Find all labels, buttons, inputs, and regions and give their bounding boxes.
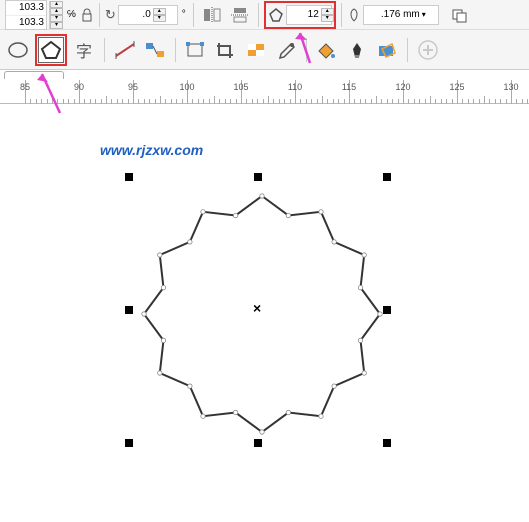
add-icon[interactable] [415, 37, 441, 63]
selection-handle[interactable] [383, 173, 391, 181]
divider [175, 38, 176, 62]
selection-handle[interactable] [383, 439, 391, 447]
dimension-tool-icon[interactable] [112, 37, 138, 63]
polygon-tool-icon[interactable] [38, 37, 64, 63]
points-down[interactable]: ▾ [321, 15, 334, 22]
width-value[interactable]: 103.3 [6, 2, 46, 13]
size-down[interactable]: ▾ [50, 22, 63, 29]
size-input-group: 103.3 103.3 [5, 0, 47, 30]
outline-icon [347, 7, 361, 23]
rot-up[interactable]: ▴ [153, 8, 166, 15]
selection-handle[interactable] [125, 306, 133, 314]
text-tool-icon[interactable]: 字 [71, 37, 97, 63]
percent-unit: ℅ [67, 9, 76, 20]
selection-handle[interactable] [125, 173, 133, 181]
crop-tool-icon[interactable] [213, 37, 239, 63]
lock-icon[interactable] [80, 6, 94, 24]
property-bar: 103.3 103.3 ▴ ▴ ▾ ▾ ℅ ↻ ▴ ▾ ° ▴ ▾ [0, 0, 529, 30]
rotation-input[interactable]: ▴ ▾ [118, 5, 178, 25]
size-spinners: ▴ ▴ ▾ ▾ [49, 1, 63, 29]
rotation-value[interactable] [121, 9, 151, 20]
horizontal-ruler: 859095100105110115120125130 [0, 80, 529, 104]
tab-strip [0, 70, 529, 80]
divider [407, 38, 408, 62]
size-up2[interactable]: ▴ [50, 8, 63, 15]
divider [104, 38, 105, 62]
edit-tool-icon[interactable] [183, 37, 209, 63]
outline-input[interactable]: ▾ [363, 5, 439, 25]
divider [341, 3, 342, 27]
points-up[interactable]: ▴ [321, 8, 334, 15]
polygon-tool-highlight [35, 34, 67, 66]
star-polygon-shape[interactable] [0, 104, 529, 522]
flip-v-icon[interactable] [227, 2, 253, 28]
divider [193, 3, 194, 27]
degree-unit: ° [182, 9, 186, 20]
size-down2[interactable]: ▾ [50, 15, 63, 22]
selection-handle[interactable] [254, 173, 262, 181]
transparency-tool-icon[interactable] [243, 37, 269, 63]
selection-handle[interactable] [125, 439, 133, 447]
divider [99, 3, 100, 27]
divider [258, 3, 259, 27]
height-value[interactable]: 103.3 [6, 17, 46, 28]
annotation-arrow-1 [30, 68, 70, 118]
selection-handle[interactable] [383, 306, 391, 314]
center-marker: × [253, 300, 261, 316]
flip-h-icon[interactable] [199, 2, 225, 28]
selection-handle[interactable] [254, 439, 262, 447]
size-up[interactable]: ▴ [50, 1, 63, 8]
to-front-icon[interactable] [447, 2, 473, 28]
annotation-arrow-2 [290, 28, 330, 68]
rotation-icon: ↻ [105, 7, 116, 23]
points-highlight-box: ▴ ▾ [264, 1, 336, 29]
rot-down[interactable]: ▾ [153, 15, 166, 22]
connector-tool-icon[interactable] [142, 37, 168, 63]
outline-value[interactable] [366, 9, 420, 20]
ellipse-tool-icon[interactable] [5, 37, 31, 63]
outline-pen-icon[interactable] [344, 37, 370, 63]
effects-tool-icon[interactable] [374, 37, 400, 63]
points-input[interactable]: ▴ ▾ [286, 5, 332, 25]
points-value[interactable] [289, 9, 319, 20]
polygon-icon [268, 7, 284, 23]
canvas-area[interactable]: www.rjzxw.com × [0, 104, 529, 522]
shape-toolbar: 字 [0, 30, 529, 70]
